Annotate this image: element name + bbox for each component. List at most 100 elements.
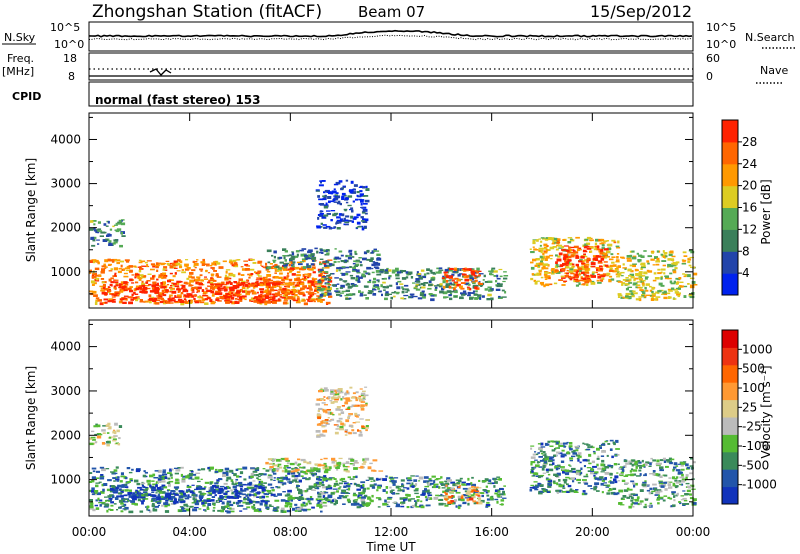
power-cell [190, 288, 194, 292]
velocity-cell [113, 503, 117, 505]
power-cell [333, 201, 337, 203]
power-cell [209, 264, 213, 267]
velocity-cell [534, 451, 537, 453]
power-cell [179, 300, 184, 303]
power-cell [609, 258, 614, 261]
power-cell [432, 273, 437, 275]
velocity-cell [240, 488, 243, 491]
velocity-cell [112, 439, 117, 442]
power-cell [324, 190, 329, 193]
velocity-cell [569, 488, 573, 491]
power-cell [344, 197, 349, 200]
power-cell [369, 259, 373, 262]
power-cell [359, 193, 364, 197]
power-cell [162, 281, 166, 285]
velocity-cell [267, 492, 273, 495]
velocity-cell [286, 478, 291, 481]
velocity-cell [578, 471, 583, 475]
power-cell [597, 281, 602, 284]
power-cell [632, 290, 636, 292]
power-cell [605, 250, 611, 253]
power-cell [289, 269, 293, 272]
power-cell [323, 287, 328, 290]
power-cell [417, 297, 423, 300]
velocity-cell [116, 488, 119, 492]
power-cell [90, 220, 94, 223]
velocity-cell [448, 490, 452, 492]
velocity-cell [159, 486, 164, 488]
velocity-cell [668, 457, 672, 461]
velocity-cell [146, 505, 150, 509]
velocity-cell [152, 473, 156, 477]
power-cell [475, 297, 478, 299]
power-cell [118, 223, 123, 225]
power-cell [600, 279, 604, 282]
velocity-cell [613, 463, 618, 466]
velocity-cell [272, 509, 277, 512]
power-cell [93, 229, 97, 232]
velocity-cell [277, 463, 282, 466]
velocity-cell [636, 475, 641, 477]
power-cell [573, 245, 579, 249]
power-cell [249, 268, 255, 271]
power-cell [238, 281, 241, 283]
power-cell [215, 290, 221, 293]
power-cell [470, 269, 475, 272]
power-cell [373, 277, 377, 281]
power-cell [331, 190, 337, 194]
power-cell [435, 271, 441, 274]
power-cell [580, 271, 585, 275]
power-cell [124, 259, 130, 262]
velocity-cell [301, 471, 307, 474]
power-cell [397, 280, 402, 283]
velocity-cell [617, 480, 620, 482]
power-cell [358, 198, 362, 201]
power-cell [272, 280, 278, 284]
power-cell [361, 227, 365, 231]
power-cell [196, 291, 199, 293]
power-cell [286, 275, 289, 278]
power-cell [550, 258, 553, 260]
velocity-cell [160, 480, 166, 483]
power-cell [273, 276, 279, 279]
velocity-cell [622, 495, 627, 498]
power-cell [316, 225, 321, 228]
power-cell [596, 239, 601, 242]
power-cell [188, 275, 192, 279]
power-cell [307, 280, 313, 283]
velocity-cell [242, 508, 248, 510]
velocity-cell [482, 489, 487, 491]
power-cell [647, 262, 650, 265]
power-cell [493, 270, 498, 273]
power-cell [471, 292, 474, 294]
nave-tick-bottom: 0 [706, 70, 713, 83]
power-cell [535, 262, 539, 265]
velocity-cell [110, 504, 114, 507]
power-cell [250, 273, 254, 275]
velocity-cell [484, 478, 489, 482]
velocity-cell [264, 493, 269, 496]
power-cell [258, 275, 262, 277]
velocity-cell [267, 458, 273, 461]
power-cell [246, 286, 249, 290]
freq-frame [88, 52, 694, 81]
velocity-cell [91, 476, 96, 480]
velocity-cell [596, 447, 600, 451]
power-cell [195, 279, 200, 282]
velocity-cell [341, 480, 347, 483]
power-cell [111, 293, 114, 296]
power-cell [212, 293, 215, 295]
power-cell [667, 263, 672, 267]
power-cell [158, 274, 164, 277]
velocity-cell [659, 475, 663, 478]
power-cell [212, 289, 215, 291]
velocity-cell [535, 475, 539, 477]
power-cell [612, 264, 617, 267]
power-cell [359, 195, 362, 197]
velocity-cell [227, 490, 230, 493]
power-cell [344, 221, 350, 223]
power-cell [279, 269, 283, 272]
velocity-cell [273, 458, 277, 460]
velocity-cell [473, 492, 476, 495]
power-cell [204, 302, 209, 305]
